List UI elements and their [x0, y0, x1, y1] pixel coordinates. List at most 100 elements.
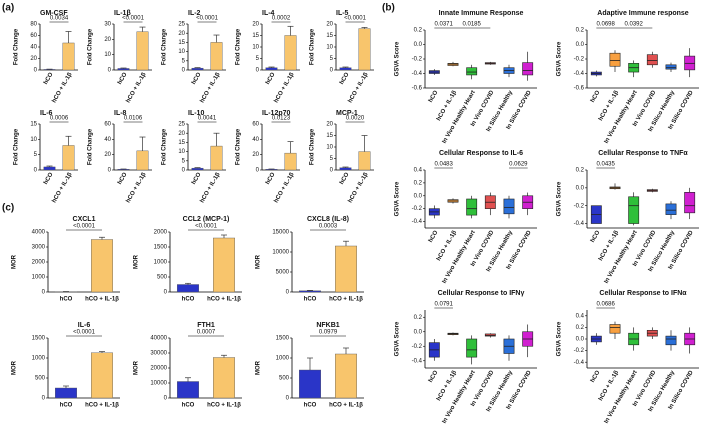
y-axis-label: Fold Change [162, 28, 168, 65]
x-tick-label: hCO [339, 72, 351, 86]
p-value: <0.0001 [195, 224, 218, 230]
chart-title: Cellular Response to TNFα [598, 150, 688, 157]
y-tick-label: 5 [182, 58, 186, 64]
box [665, 335, 677, 346]
x-tick-label: hCO + IL-1β [85, 403, 119, 409]
chart-title: CCL2 (MCP-1) [183, 216, 230, 223]
y-tick-label: 40 [104, 137, 111, 143]
x-tick-label: hCO + IL-1β [85, 297, 119, 303]
p-value: 0.0371 [434, 22, 453, 28]
p-value: 0.0791 [434, 302, 453, 308]
y-tick-label: 500 [35, 376, 46, 382]
y-axis-label: GSVA Score [557, 41, 563, 76]
y-tick-label: 10 [178, 149, 185, 155]
x-tick-label: hCO [590, 90, 602, 104]
x-tick-label: hCO [182, 403, 195, 409]
y-tick-label: 0 [34, 68, 38, 74]
y-tick-label: 0 [256, 68, 260, 74]
y-tick-label: 0 [164, 396, 168, 402]
y-tick-label: 0 [286, 290, 290, 296]
y-tick-label: 0 [182, 68, 186, 74]
y-tick-label: -0.2 [574, 348, 585, 354]
bar [358, 151, 371, 171]
y-tick-label: -0.4 [574, 71, 585, 77]
chart-title: Cellular Response to IFNα [599, 290, 687, 297]
chart-title: NFKB1 [316, 322, 339, 329]
x-tick-label: hCO [428, 90, 440, 104]
box [609, 52, 621, 67]
y-tick-label: 20 [30, 56, 37, 62]
y-tick-label: 500 [279, 376, 290, 382]
chart-title: IL-6 [78, 322, 91, 329]
y-tick-label: 0 [42, 290, 46, 296]
y-tick-label: 20 [104, 37, 111, 43]
p-value: <0.0001 [122, 16, 145, 22]
x-tick-label: In Vivo Healthy Heart [604, 370, 639, 425]
x-tick-label: hCO [43, 72, 55, 86]
panel-label: (c) [2, 203, 14, 214]
y-tick-label: 20 [326, 22, 333, 28]
x-tick-label: hCO [191, 72, 203, 86]
y-tick-label: 0.2 [414, 315, 423, 321]
chart-title: Cellular Response to IFNγ [438, 290, 525, 297]
chart-title: FTH1 [197, 322, 215, 329]
y-tick-label: 40000 [150, 336, 167, 342]
chart-title: Innate Immune Response [439, 10, 524, 17]
y-tick-label: 0.2 [414, 180, 423, 186]
p-value: 0.0698 [596, 22, 615, 28]
bar [358, 28, 371, 71]
y-tick-label: 0 [108, 168, 112, 174]
bar [335, 245, 358, 293]
y-axis-label: MOR [12, 360, 18, 375]
y-axis-label: MOR [12, 254, 18, 269]
y-tick-label: 0 [34, 168, 38, 174]
y-tick-label: -0.4 [412, 358, 423, 364]
y-tick-label: 60 [30, 33, 37, 39]
bar [212, 357, 235, 399]
bar [299, 290, 322, 293]
panel-label: (b) [382, 3, 395, 14]
y-tick-label: 60 [252, 122, 259, 128]
x-tick-label: hCO + IL-1β [347, 172, 369, 205]
y-tick-label: 10000 [150, 381, 167, 387]
x-tick-label: In Vivo Healthy Heart [442, 370, 477, 425]
chart-title: CXCL1 [73, 216, 96, 223]
bar [191, 167, 204, 171]
x-tick-label: hCO [304, 403, 317, 409]
y-tick-label: 40 [252, 137, 259, 143]
y-tick-label: -0.4 [412, 71, 423, 77]
x-tick-label: hCO [43, 172, 55, 186]
y-tick-label: 500 [157, 275, 168, 281]
y-tick-label: 0.0 [414, 42, 423, 48]
y-tick-label: 10 [30, 137, 37, 143]
y-axis-label: Fold Change [310, 28, 316, 65]
bar [62, 145, 75, 171]
y-axis-label: Fold Change [236, 128, 242, 165]
x-tick-label: In Vivo Healthy Heart [442, 90, 477, 145]
x-tick-label: hCO [590, 370, 602, 384]
box [684, 192, 696, 214]
x-tick-label: hCO + IL-1β [199, 172, 221, 205]
x-tick-label: hCO + IL-1β [329, 403, 363, 409]
box [628, 196, 640, 224]
chart-title: IL-6 [40, 110, 53, 117]
y-tick-label: 40 [30, 45, 37, 51]
y-tick-label: 5 [34, 152, 38, 158]
x-tick-label: hCO + IL-1β [207, 403, 241, 409]
y-tick-label: 10 [104, 52, 111, 58]
y-axis-label: MOR [134, 360, 140, 375]
y-axis-label: GSVA Score [557, 321, 563, 356]
y-tick-label: -0.4 [412, 219, 423, 225]
y-tick-label: 20 [252, 22, 259, 28]
chart-title: IL-10 [188, 110, 204, 117]
y-tick-label: 0.2 [576, 28, 585, 34]
p-value: <0.0001 [196, 16, 219, 22]
box [646, 54, 658, 66]
bar [265, 67, 278, 71]
y-tick-label: -0.2 [412, 57, 423, 63]
x-tick-label: hCO + IL-1β [125, 172, 147, 205]
y-tick-label: 0 [330, 168, 334, 174]
bar [136, 31, 149, 71]
x-tick-label: hCO [117, 172, 129, 186]
x-tick-label: In Vivo Healthy Heart [604, 90, 639, 145]
